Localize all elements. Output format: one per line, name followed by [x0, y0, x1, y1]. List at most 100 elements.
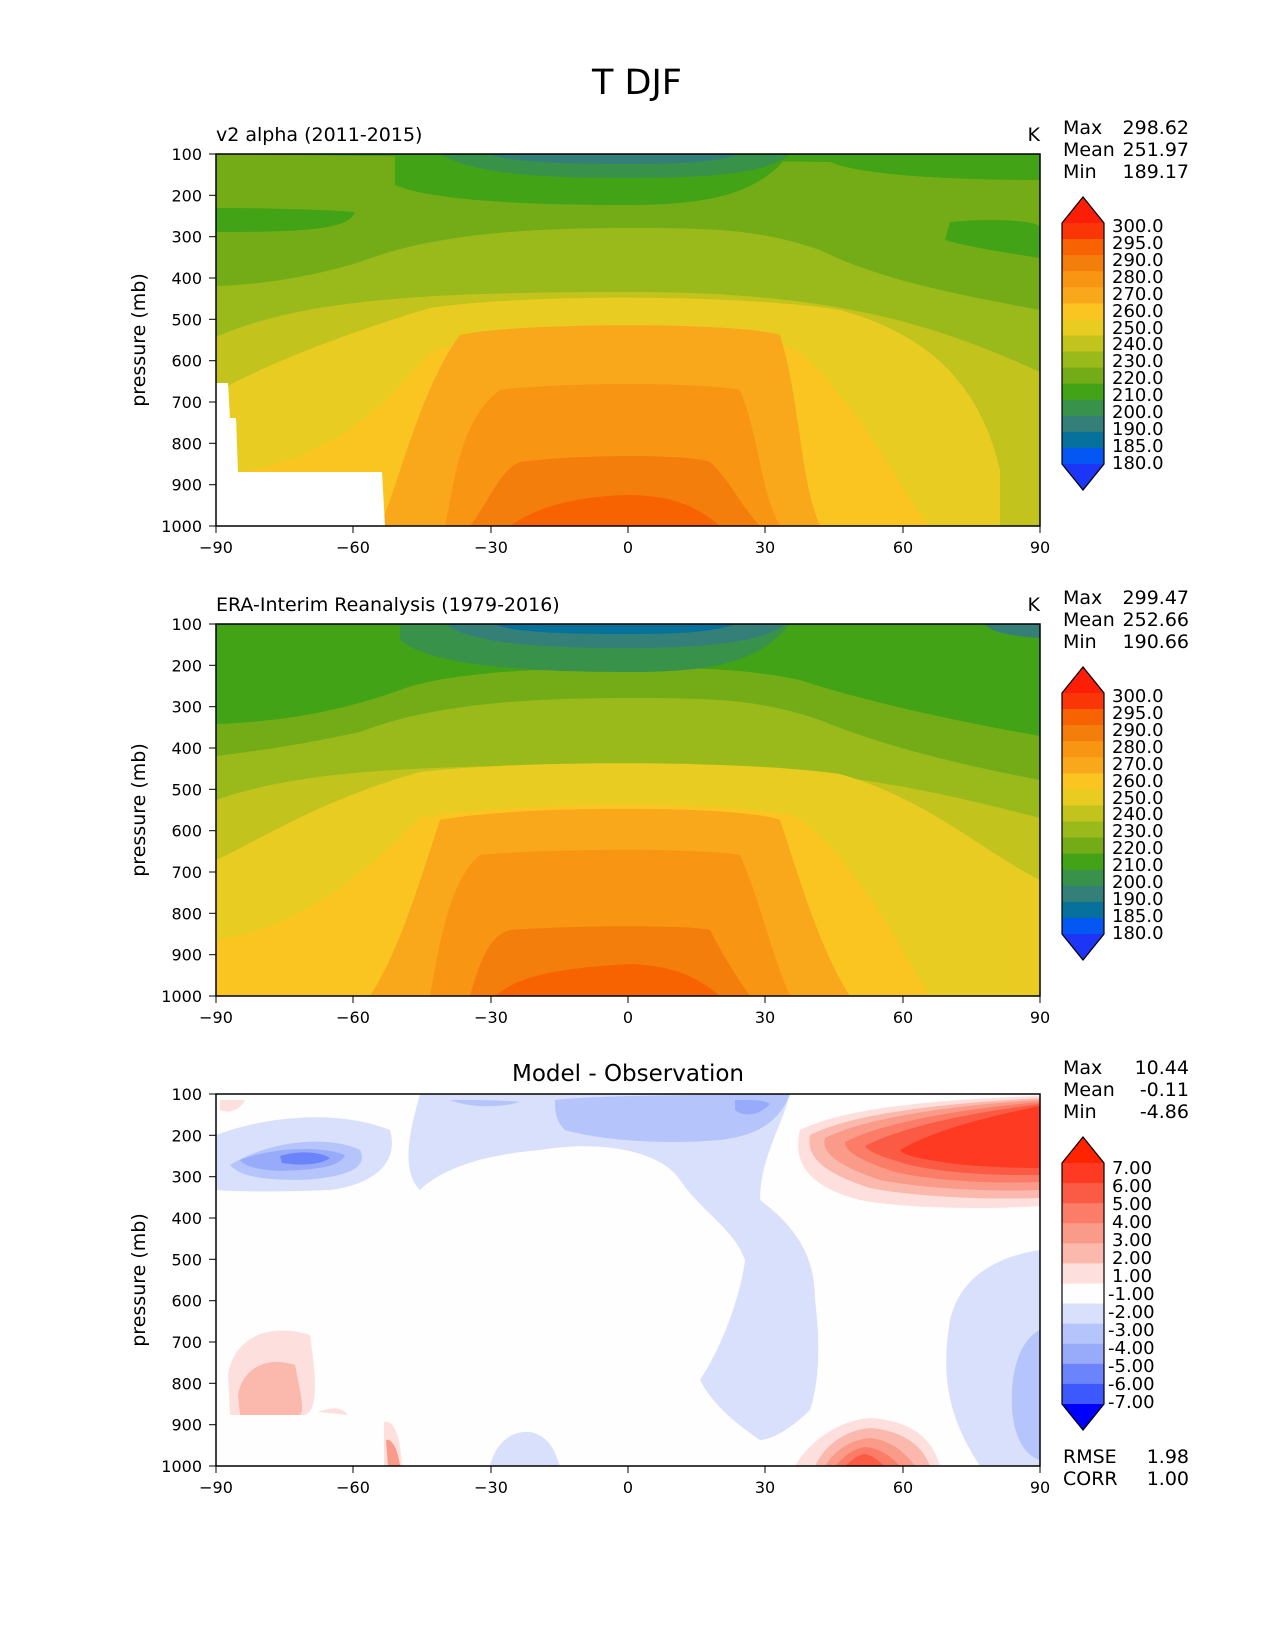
- colorbar-tick-label: 210.0: [1112, 855, 1164, 876]
- panel-diff-neg2-east: [1011, 1330, 1040, 1460]
- colorbar-swatch: [1062, 1383, 1104, 1405]
- colorbar-swatch: [1062, 399, 1104, 417]
- panel-diff: Model - Observation pressure (mb) Max 10…: [128, 1057, 1189, 1497]
- colorbar-swatch: [1062, 287, 1104, 304]
- colorbar-swatch: [1062, 773, 1104, 790]
- panel-diff-masked-region: [216, 1415, 380, 1466]
- colorbar-tick-label: 300.0: [1112, 686, 1164, 707]
- panel-obs-mean-value: 252.66: [1123, 609, 1189, 631]
- colorbar-swatch: [1062, 1323, 1104, 1345]
- panel-model-ytick-label: 300: [171, 228, 202, 247]
- panel-model-xtick-label: 60: [893, 538, 913, 557]
- colorbar-swatch: [1062, 917, 1104, 935]
- figure-title: T DJF: [591, 63, 682, 103]
- panel-diff-xtick-label: 0: [623, 1478, 633, 1497]
- panel-obs-ytick-label: 1000: [161, 987, 202, 1006]
- colorbar-swatch: [1062, 805, 1104, 823]
- panel-obs-xtick-label: 0: [623, 1008, 633, 1027]
- colorbar-swatch: [1062, 1343, 1104, 1365]
- colorbar-swatch: [1062, 367, 1104, 385]
- panel-diff-min-value: -4.86: [1140, 1101, 1189, 1123]
- colorbar-tick-label: 6.00: [1112, 1176, 1152, 1197]
- panel-diff-stats: Max 10.44 Mean -0.11 Min -4.86: [1063, 1057, 1189, 1123]
- panel-model-band-290: [510, 495, 720, 526]
- colorbar-swatch: [1062, 1203, 1104, 1224]
- colorbar-swatch: [1062, 1183, 1104, 1204]
- panel-model-colorbar: 300.0 295.0 290.0 280.0 270.0 260.0 250.…: [1061, 196, 1164, 491]
- panel-obs: ERA-Interim Reanalysis (1979-2016) K pre…: [128, 587, 1189, 1027]
- panel-model-xtick-label: −60: [336, 538, 370, 557]
- colorbar-tick-label: 185.0: [1112, 436, 1164, 457]
- panel-diff-metrics: RMSE 1.98 CORR 1.00: [1063, 1446, 1189, 1490]
- panel-obs-xtick-label: 30: [755, 1008, 775, 1027]
- colorbar-swatch: [1062, 255, 1104, 272]
- colorbar-outline: [1061, 196, 1105, 491]
- colorbar-swatch: [1062, 1137, 1104, 1163]
- panel-model-mean-label: Mean: [1063, 139, 1115, 161]
- colorbar-tick-label: 5.00: [1112, 1194, 1152, 1215]
- colorbar-tick-label: 185.0: [1112, 906, 1164, 927]
- panel-obs-band-220: [216, 624, 1040, 736]
- colorbar-tick-label: 2.00: [1112, 1248, 1152, 1269]
- panel-model-min-label: Min: [1063, 161, 1097, 183]
- panel-obs-units: K: [1028, 594, 1041, 616]
- panel-model-stats: Max 298.62 Mean 251.97 Min 189.17: [1063, 117, 1189, 183]
- colorbar-tick-label: 200.0: [1112, 402, 1164, 423]
- panel-diff-colorbar: 7.00 6.00 5.00 4.00 3.00 2.00 1.00 -1.00…: [1061, 1136, 1155, 1431]
- panel-obs-xtick-label: 60: [893, 1008, 913, 1027]
- panel-diff-pos-sm: [220, 1100, 245, 1112]
- colorbar-swatch: [1062, 197, 1104, 223]
- colorbar-swatch: [1062, 319, 1104, 337]
- panel-diff-pos3-south: [386, 1439, 400, 1466]
- colorbar-tick-label: 270.0: [1112, 754, 1164, 775]
- colorbar-swatch: [1062, 431, 1104, 449]
- panel-diff-pos7-ne: [900, 1106, 1040, 1168]
- panel-model-xtick-label: −30: [474, 538, 508, 557]
- panel-diff-ytick-label: 300: [171, 1168, 202, 1187]
- colorbar-tick-label: 280.0: [1112, 737, 1164, 758]
- panel-obs-colorbar-labels: 300.0 295.0 290.0 280.0 270.0 260.0 250.…: [1112, 686, 1164, 944]
- panel-diff-ytick-label: 400: [171, 1209, 202, 1228]
- panel-obs-colorbar: 300.0 295.0 290.0 280.0 270.0 260.0 250.…: [1061, 666, 1164, 961]
- colorbar-swatch: [1062, 415, 1104, 433]
- panel-model: v2 alpha (2011-2015) K pressure (mb) Max…: [128, 117, 1189, 557]
- colorbar-tick-label: 220.0: [1112, 838, 1164, 859]
- panel-diff-corr-value: 1.00: [1147, 1468, 1189, 1490]
- colorbar-tick-label: -7.00: [1108, 1392, 1155, 1413]
- colorbar-tick-label: 3.00: [1112, 1230, 1152, 1251]
- panel-diff-xtick-label: −90: [199, 1478, 233, 1497]
- panel-model-max-label: Max: [1063, 117, 1102, 139]
- panel-diff-ytick-label: 900: [171, 1416, 202, 1435]
- colorbar-tick-label: 1.00: [1112, 1266, 1152, 1287]
- colorbar-swatch: [1062, 757, 1104, 774]
- colorbar-swatch: [1062, 869, 1104, 887]
- panel-model-xtick-label: 30: [755, 538, 775, 557]
- colorbar-tick-label: 230.0: [1112, 351, 1164, 372]
- colorbar-swatch: [1062, 223, 1104, 240]
- colorbar-tick-label: 250.0: [1112, 788, 1164, 809]
- panel-obs-ytick-label: 900: [171, 946, 202, 965]
- panel-model-band-190: [490, 154, 740, 164]
- panel-obs-xaxis: −90 −60 −30 0 30 60 90: [199, 996, 1050, 1027]
- panel-diff-ytick-label: 1000: [161, 1457, 202, 1476]
- panel-model-xtick-label: −90: [199, 538, 233, 557]
- panel-diff-pos2-sw: [238, 1361, 303, 1415]
- panel-obs-max-value: 299.47: [1123, 587, 1189, 609]
- panel-diff-mean-label: Mean: [1063, 1079, 1115, 1101]
- panel-diff-ytick-label: 800: [171, 1374, 202, 1393]
- panel-diff-neg1-region: [408, 1094, 819, 1440]
- panel-diff-corr-label: CORR: [1063, 1468, 1118, 1490]
- colorbar-swatch: [1062, 1163, 1104, 1184]
- panel-diff-xtick-label: 90: [1030, 1478, 1050, 1497]
- colorbar-swatch: [1062, 741, 1104, 758]
- panel-model-yaxis: 100 200 300 400 500 600 700 800 900 1000: [161, 145, 216, 536]
- colorbar-outline: [1061, 666, 1105, 961]
- panel-model-masked-region: [216, 383, 385, 526]
- panel-diff-neg4-west: [280, 1152, 330, 1165]
- colorbar-tick-label: 210.0: [1112, 385, 1164, 406]
- panel-obs-plot: [216, 624, 1040, 996]
- colorbar-swatch: [1062, 1223, 1104, 1244]
- colorbar-swatch: [1062, 303, 1104, 320]
- panel-diff-ytick-label: 200: [171, 1126, 202, 1145]
- colorbar-tick-label: -3.00: [1108, 1320, 1155, 1341]
